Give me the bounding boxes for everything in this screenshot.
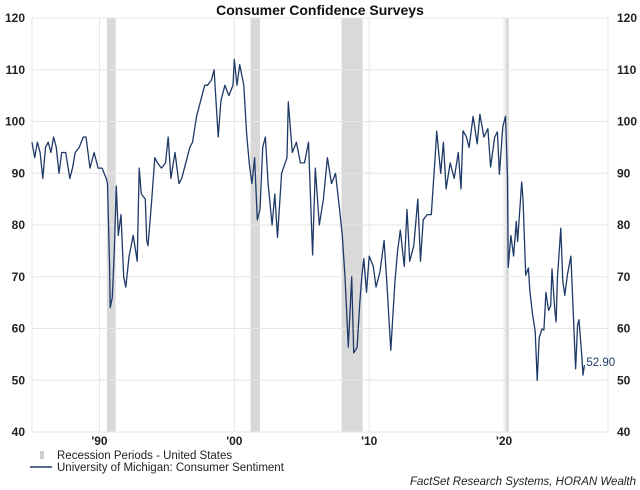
legend-recession-label: Recession Periods - United States — [57, 450, 232, 462]
consumer-sentiment-line — [31, 58, 586, 381]
y-tick-label-right: 80 — [617, 218, 631, 232]
legend-series-label: University of Michigan: Consumer Sentime… — [57, 462, 285, 474]
y-tick-label-left: 100 — [5, 115, 25, 129]
y-tick-label-left: 40 — [12, 425, 26, 439]
y-tick-label-right: 40 — [617, 425, 631, 439]
x-tick-label: '20 — [496, 434, 513, 448]
x-tick-label: '90 — [91, 434, 108, 448]
y-tick-label-right: 110 — [617, 63, 637, 77]
gridlines — [31, 17, 609, 433]
y-axis-left: 40 50 60 70 80 90 100 110 120 — [5, 11, 25, 439]
y-tick-label-right: 100 — [617, 115, 637, 129]
y-tick-label-left: 50 — [12, 373, 26, 387]
end-value-label: 52.90 — [586, 357, 615, 369]
source-note: FactSet Research Systems, HORAN Wealth — [410, 476, 636, 488]
legend: Recession Periods - United States Univer… — [30, 450, 285, 474]
x-axis: '90 '00 '10 '20 — [91, 434, 512, 448]
y-tick-label-right: 90 — [617, 166, 631, 180]
legend-recession-swatch — [40, 451, 44, 459]
y-tick-label-right: 60 — [617, 322, 631, 336]
x-tick-label: '10 — [361, 434, 378, 448]
y-tick-label-left: 90 — [12, 166, 26, 180]
y-tick-label-left: 60 — [12, 322, 26, 336]
y-tick-label-right: 120 — [617, 11, 637, 25]
y-axis-right: 40 50 60 70 80 90 100 110 120 — [617, 11, 637, 439]
y-tick-label-right: 50 — [617, 373, 631, 387]
y-tick-label-left: 70 — [12, 270, 26, 284]
y-tick-label-left: 80 — [12, 218, 26, 232]
chart-title: Consumer Confidence Surveys — [216, 2, 424, 18]
y-tick-label-left: 120 — [5, 11, 25, 25]
y-tick-label-left: 110 — [6, 63, 26, 77]
y-tick-label-right: 70 — [617, 270, 631, 284]
x-tick-label: '00 — [226, 434, 243, 448]
